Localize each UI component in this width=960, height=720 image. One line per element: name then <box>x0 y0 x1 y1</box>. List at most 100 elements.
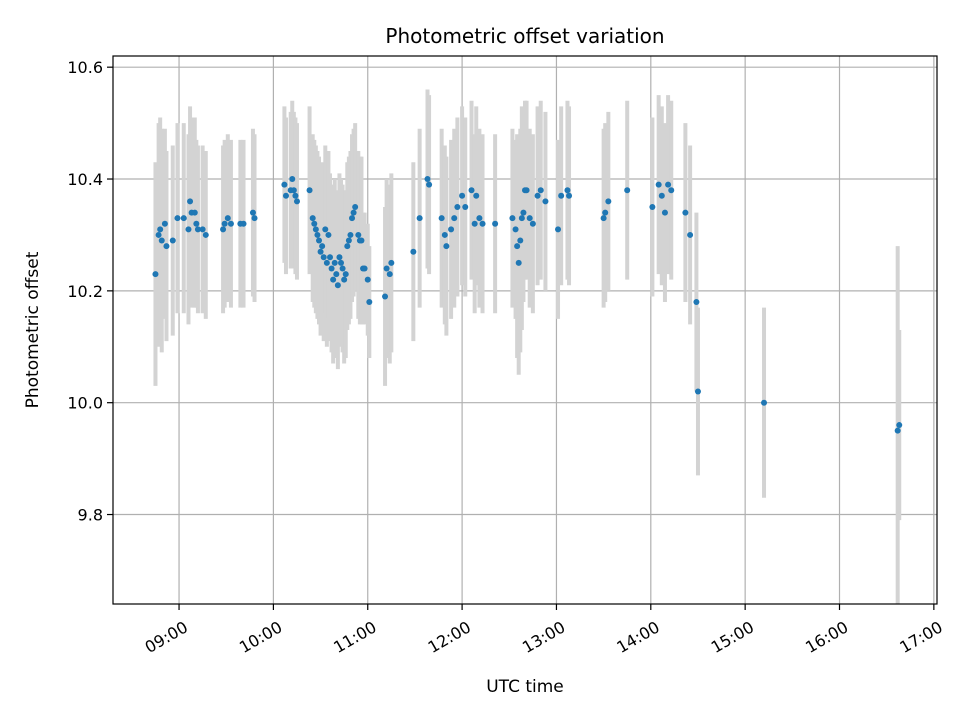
data-point <box>529 220 536 227</box>
data-point <box>451 215 458 222</box>
data-point <box>187 198 194 205</box>
data-point <box>339 265 346 272</box>
data-point <box>473 192 480 199</box>
data-point <box>364 276 371 283</box>
data-point <box>605 198 612 205</box>
data-point <box>448 226 455 233</box>
data-point <box>185 226 192 233</box>
data-point <box>325 231 332 238</box>
data-point <box>330 276 337 283</box>
data-point <box>479 220 486 227</box>
data-point <box>542 198 549 205</box>
data-point <box>443 243 450 250</box>
data-point <box>566 192 573 199</box>
y-tick-label: 10.6 <box>67 58 103 77</box>
data-point <box>416 215 423 222</box>
y-tick-label: 10.0 <box>67 394 103 413</box>
data-point <box>468 187 475 194</box>
data-point <box>322 226 329 233</box>
data-point <box>658 192 665 199</box>
data-point <box>665 181 672 188</box>
data-point <box>426 181 433 188</box>
data-point <box>169 237 176 244</box>
data-point <box>158 237 165 244</box>
data-point <box>558 192 565 199</box>
y-tick-label: 9.8 <box>78 506 103 525</box>
data-point <box>338 259 345 266</box>
data-point <box>240 220 247 227</box>
data-point <box>323 259 330 266</box>
data-point <box>424 176 431 183</box>
x-axis-label: UTC time <box>486 677 564 697</box>
data-point <box>896 422 903 429</box>
data-point <box>518 215 525 222</box>
data-point <box>306 187 313 194</box>
data-point <box>281 181 288 188</box>
data-point <box>512 226 519 233</box>
data-point <box>312 226 319 233</box>
data-point <box>316 237 322 244</box>
data-point <box>220 226 227 233</box>
data-point <box>341 276 348 283</box>
data-point <box>155 231 162 238</box>
data-point <box>311 220 318 227</box>
data-point <box>157 226 164 233</box>
chart-title: Photometric offset variation <box>385 24 664 48</box>
data-point <box>163 243 170 250</box>
data-point <box>388 259 395 266</box>
data-point <box>292 192 299 199</box>
data-point <box>328 265 335 272</box>
data-point <box>152 271 159 278</box>
data-point <box>191 209 198 216</box>
y-tick-label: 10.4 <box>67 170 103 189</box>
data-point <box>492 220 499 227</box>
data-point <box>345 237 352 244</box>
data-point <box>293 198 300 205</box>
data-point <box>668 187 675 194</box>
data-point <box>202 231 209 238</box>
data-points <box>152 176 903 434</box>
data-point <box>282 192 289 199</box>
data-point <box>251 215 258 222</box>
data-point <box>349 215 356 222</box>
data-point <box>344 243 351 250</box>
data-point <box>361 265 368 272</box>
data-point <box>564 187 571 194</box>
data-point <box>523 187 530 194</box>
data-point <box>347 231 354 238</box>
data-point <box>602 209 609 216</box>
data-point <box>161 220 168 227</box>
y-axis-label: Photometric offset <box>23 251 43 408</box>
data-point <box>526 215 533 222</box>
data-point <box>331 259 338 266</box>
data-point <box>249 209 256 216</box>
data-point <box>382 293 389 300</box>
data-point <box>517 237 524 244</box>
data-point <box>649 203 656 210</box>
data-point <box>352 203 359 210</box>
data-point <box>194 226 201 233</box>
data-point <box>227 220 234 227</box>
data-point <box>334 282 341 289</box>
data-point <box>438 215 445 222</box>
data-point <box>199 226 206 233</box>
data-point <box>336 254 343 261</box>
data-point <box>327 254 334 261</box>
data-point <box>454 203 461 210</box>
y-tick-label: 10.2 <box>67 282 103 301</box>
data-point <box>471 220 478 227</box>
data-point <box>290 187 297 194</box>
data-point <box>694 388 701 395</box>
data-point <box>555 226 562 233</box>
data-point <box>476 215 483 222</box>
data-point <box>319 243 326 250</box>
data-point <box>320 254 327 261</box>
data-point <box>355 231 362 238</box>
data-point <box>410 248 417 255</box>
data-point <box>174 215 181 222</box>
data-point <box>193 220 200 227</box>
data-point <box>221 220 228 227</box>
data-point <box>534 192 541 199</box>
